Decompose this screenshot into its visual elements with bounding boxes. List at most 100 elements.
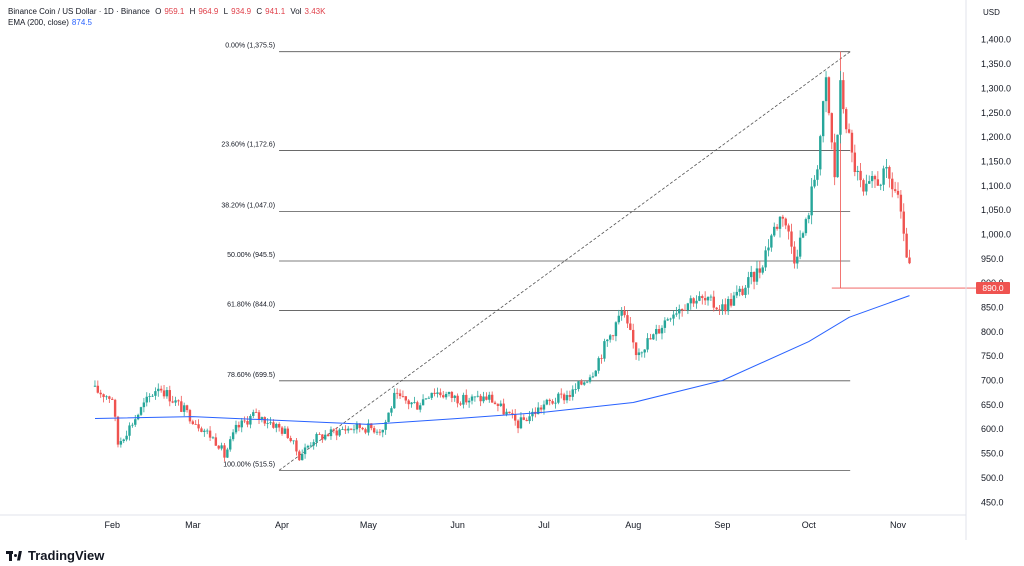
candle-body	[778, 216, 782, 229]
candle-body	[813, 179, 816, 187]
x-tick-label: Feb	[104, 520, 120, 530]
candle-body	[473, 396, 477, 398]
candle-body	[108, 396, 111, 399]
y-tick-label: 1,400.0	[981, 35, 1011, 45]
candle-body	[767, 247, 770, 251]
candle-body	[649, 338, 652, 340]
candle-body	[801, 233, 805, 238]
candle-body	[695, 300, 698, 304]
candle-body	[476, 395, 479, 397]
candle-body	[289, 438, 292, 442]
candle-body	[655, 329, 658, 335]
tradingview-logo[interactable]: TradingView	[6, 548, 104, 563]
candle-body	[600, 358, 603, 359]
candle-body	[338, 429, 341, 436]
time-axis[interactable]: Feb Mar Apr May Jun Jul Aug Sep Oct Nov	[0, 514, 966, 530]
candle-body	[177, 400, 180, 402]
volume-label: Vol	[290, 7, 302, 16]
candle-body	[332, 429, 336, 431]
y-tick-label: 1,350.0	[981, 59, 1011, 69]
fibonacci-retracement[interactable]: 0.00% (1,375.5) 23.60% (1,172.6) 38.20% (1…	[221, 43, 851, 471]
candle-body	[643, 349, 646, 353]
candle-body	[798, 237, 802, 257]
candle-body	[393, 392, 396, 409]
candle-body	[280, 427, 284, 434]
candle-body	[663, 320, 667, 328]
candle-body	[511, 413, 514, 415]
fib-level-label: 78.60% (699.5)	[227, 372, 275, 379]
candle-body	[614, 322, 618, 337]
candle-body	[502, 403, 505, 415]
candle-body	[358, 423, 361, 428]
candle-body	[844, 109, 848, 130]
candle-body	[701, 296, 704, 299]
candle-body	[381, 429, 384, 433]
candle-body	[537, 407, 540, 415]
candle-body	[303, 447, 307, 455]
candle-body	[246, 421, 249, 425]
candle-body	[148, 396, 151, 397]
candle-body	[750, 271, 753, 278]
candle-body	[444, 393, 448, 398]
candle-body	[171, 401, 174, 403]
price-axis[interactable]: 450.0 500.0 550.0 600.0 650.0 700.0 750.0 800.0…	[965, 0, 1011, 540]
candle-body	[640, 352, 644, 354]
candle-body	[387, 412, 390, 422]
candle-body	[430, 392, 433, 398]
candle-body	[554, 402, 557, 404]
candle-body	[594, 370, 597, 377]
ema-legend[interactable]: EMA (200, close) 874.5	[8, 18, 95, 27]
candle-body	[318, 434, 321, 435]
candle-body	[427, 397, 431, 399]
candle-body	[853, 152, 857, 173]
candle-body	[479, 395, 482, 402]
candle-body	[548, 399, 551, 402]
candle-body	[669, 318, 672, 320]
candle-body	[266, 423, 269, 425]
candle-body	[131, 424, 134, 426]
candle-body	[243, 420, 246, 422]
candle-body	[370, 423, 373, 429]
candle-body	[122, 439, 125, 442]
candle-body	[125, 435, 128, 440]
candle-body	[790, 231, 793, 247]
fib-trend-line[interactable]	[278, 51, 851, 471]
volume-value: 3.43K	[304, 7, 326, 16]
candle-body	[816, 169, 819, 180]
candle-body	[513, 414, 517, 421]
symbol-name[interactable]: Binance Coin / US Dollar · 1D · Binance	[8, 7, 150, 16]
candle-body	[467, 400, 471, 403]
candle-body	[660, 327, 664, 334]
candle-body	[868, 181, 871, 184]
price-badge-label: 890.0	[982, 283, 1004, 293]
y-tick-label: 950.0	[981, 254, 1004, 264]
candle-body	[252, 412, 255, 416]
candle-body	[568, 395, 572, 397]
candle-body	[306, 445, 310, 448]
candle-body	[257, 412, 261, 419]
candle-body	[398, 393, 402, 397]
candle-body	[908, 257, 911, 264]
y-tick-label: 1,150.0	[981, 156, 1011, 166]
candle-body	[885, 167, 888, 169]
candle-body	[560, 393, 563, 395]
candle-body	[180, 401, 183, 412]
candle-body	[577, 381, 580, 390]
candle-body	[597, 358, 600, 371]
candle-body	[842, 80, 845, 110]
candle-body	[286, 428, 290, 439]
candle-body	[214, 437, 218, 446]
candle-body	[666, 319, 669, 321]
candle-body	[724, 304, 727, 312]
candle-body	[542, 404, 546, 410]
candle-body	[824, 77, 828, 102]
candle-body	[182, 405, 186, 412]
candle-body	[499, 403, 502, 406]
candle-body	[217, 445, 220, 449]
candle-body	[249, 415, 252, 425]
fib-level-label: 0.00% (1,375.5)	[225, 43, 275, 50]
candle-body	[378, 431, 382, 433]
candle-body	[833, 142, 836, 178]
candle-body	[606, 339, 609, 342]
